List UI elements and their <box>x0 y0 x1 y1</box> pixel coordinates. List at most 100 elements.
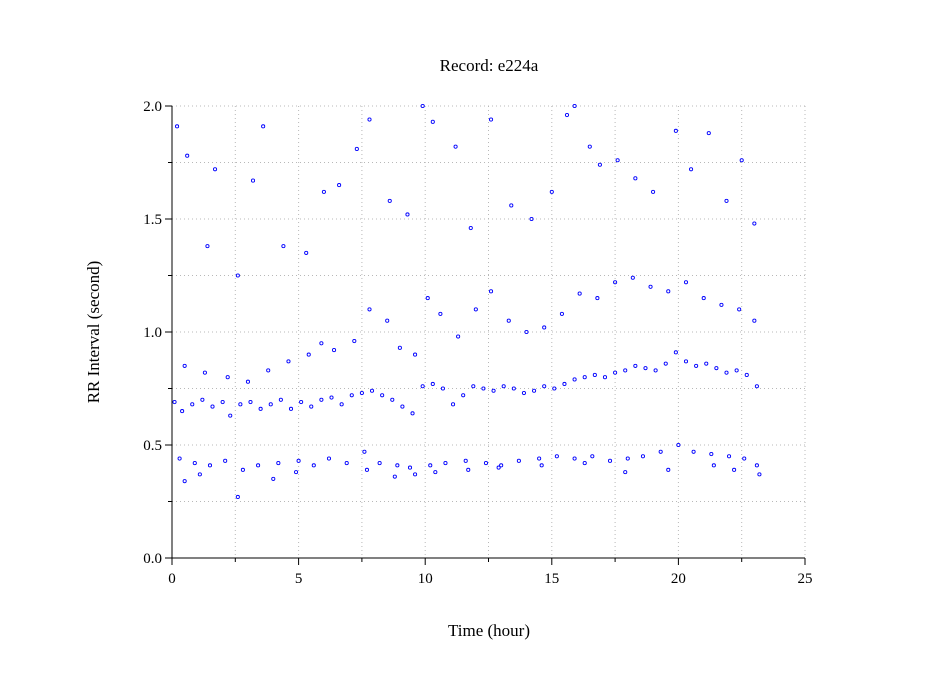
data-point <box>443 461 448 466</box>
data-point <box>385 318 390 323</box>
data-point <box>701 296 706 301</box>
data-point <box>742 456 747 461</box>
data-point <box>296 458 301 463</box>
data-point <box>509 203 514 208</box>
data-point <box>286 359 291 364</box>
data-point <box>532 388 537 393</box>
data-point <box>724 198 729 203</box>
data-point <box>349 393 354 398</box>
data-point <box>691 449 696 454</box>
data-point <box>719 302 724 307</box>
data-point <box>559 311 564 316</box>
data-point <box>185 153 190 158</box>
data-point <box>400 404 405 409</box>
data-point <box>223 458 228 463</box>
y-tick-label: 1.5 <box>143 212 162 228</box>
ticks: 0 5 10 15 20 25 0.0 0.5 1.0 1.5 2.0 <box>143 99 812 587</box>
x-tick-label: 5 <box>295 571 303 587</box>
data-point <box>689 167 694 172</box>
data-point <box>499 463 504 468</box>
data-point <box>709 451 714 457</box>
data-point <box>623 368 628 373</box>
data-point <box>496 465 501 470</box>
data-point <box>666 289 671 294</box>
data-point <box>658 449 663 454</box>
data-point <box>248 400 253 405</box>
data-point <box>299 400 304 405</box>
data-point <box>268 402 273 407</box>
data-point <box>582 461 587 466</box>
data-point <box>590 454 595 459</box>
data-point <box>190 402 195 407</box>
data-point <box>602 375 608 380</box>
data-point <box>354 146 359 151</box>
data-point <box>552 386 557 391</box>
data-point <box>309 404 314 409</box>
data-point <box>597 162 602 167</box>
data-point <box>542 325 547 330</box>
data-point <box>673 128 678 133</box>
data-point <box>539 463 544 468</box>
data-point <box>288 406 294 411</box>
data-point <box>329 395 334 400</box>
data-point <box>488 289 494 294</box>
data-point <box>228 413 233 418</box>
y-tick-label: 0.0 <box>143 551 162 567</box>
data-point <box>438 311 443 316</box>
data-point <box>471 384 476 389</box>
data-point <box>542 384 547 389</box>
data-point <box>466 467 471 472</box>
data-point <box>582 375 587 380</box>
y-axis-label: RR Interval (second) <box>84 261 103 404</box>
data-point <box>595 296 600 301</box>
data-point <box>663 361 668 366</box>
data-point <box>453 144 458 149</box>
data-point <box>757 472 762 477</box>
data-point <box>256 463 261 468</box>
grid <box>172 105 806 558</box>
data-point <box>651 189 656 194</box>
data-point <box>344 461 349 466</box>
data-point <box>397 345 402 350</box>
data-point <box>304 250 309 255</box>
data-point <box>425 296 430 301</box>
data-point <box>613 370 618 375</box>
data-point <box>640 454 646 459</box>
data-point <box>726 454 732 459</box>
data-point <box>192 461 197 466</box>
data-point <box>549 189 554 194</box>
data-point <box>737 307 742 312</box>
data-point <box>648 284 653 289</box>
data-point <box>516 458 521 463</box>
data-point <box>501 384 506 389</box>
data-point <box>744 372 749 377</box>
data-point <box>711 463 716 468</box>
data-point <box>377 461 382 466</box>
data-point <box>235 494 240 500</box>
data-point <box>456 334 461 339</box>
data-point <box>739 158 744 163</box>
data-point <box>653 368 658 373</box>
data-point <box>240 467 245 472</box>
data-point <box>630 275 635 280</box>
data-point <box>433 470 438 475</box>
data-point <box>676 442 681 448</box>
data-point <box>732 467 737 472</box>
data-point <box>225 375 230 380</box>
data-point <box>491 388 496 393</box>
data-point <box>238 402 243 407</box>
data-point <box>306 352 311 357</box>
data-point <box>339 402 344 407</box>
data-point <box>311 463 316 468</box>
data-point <box>175 124 180 129</box>
data-point <box>395 463 400 468</box>
data-point <box>511 386 516 391</box>
y-tick-label: 0.5 <box>143 438 162 454</box>
data-point <box>271 476 276 481</box>
data-point <box>266 368 271 373</box>
data-point <box>392 474 397 479</box>
data-point <box>405 212 410 217</box>
data-point <box>607 458 613 463</box>
data-point <box>212 167 218 172</box>
data-point <box>430 381 435 387</box>
